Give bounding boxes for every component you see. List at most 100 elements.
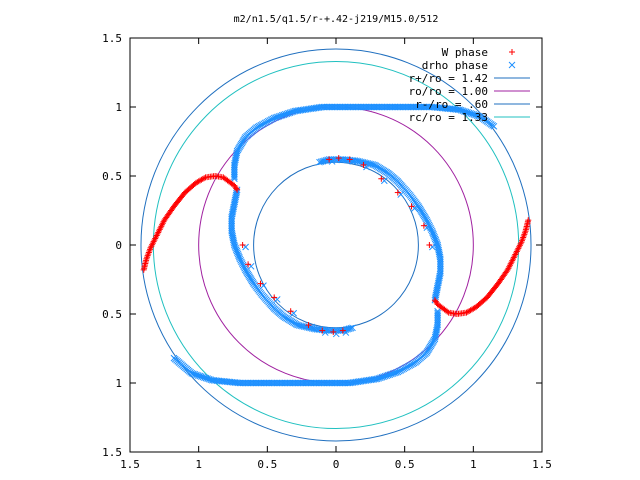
marker-stroke	[233, 247, 241, 255]
marker-stroke	[341, 379, 349, 387]
marker-stroke	[378, 103, 386, 111]
marker-stroke	[411, 103, 418, 111]
marker-stroke	[468, 110, 476, 118]
legend-marker	[509, 49, 515, 55]
w-point	[319, 327, 326, 334]
drho-point	[289, 379, 297, 387]
marker-stroke	[229, 233, 237, 240]
marker-stroke	[322, 326, 330, 334]
marker-stroke	[347, 324, 355, 332]
marker-stroke	[409, 103, 417, 111]
drho-point	[428, 227, 436, 235]
drho-point	[288, 379, 295, 387]
w-point	[326, 156, 333, 163]
legend-label: drho phase	[422, 59, 488, 72]
marker-stroke	[209, 376, 216, 384]
drho-point	[275, 379, 282, 387]
marker-stroke	[431, 233, 438, 241]
drho-point	[346, 103, 354, 111]
marker-stroke	[296, 379, 304, 387]
marker-stroke	[331, 103, 339, 111]
marker-stroke	[309, 379, 316, 387]
drho-point	[368, 103, 376, 111]
drho-point	[381, 103, 389, 111]
marker-stroke	[435, 248, 443, 256]
marker-stroke	[420, 103, 428, 111]
drho-point	[309, 379, 316, 387]
marker-stroke	[284, 379, 292, 387]
marker-stroke	[338, 379, 346, 387]
marker-stroke	[312, 379, 320, 387]
marker-stroke	[229, 234, 237, 242]
marker-stroke	[283, 379, 291, 387]
drho-point	[383, 103, 391, 111]
drho-point	[341, 103, 349, 111]
marker-stroke	[317, 158, 325, 166]
marker-stroke	[321, 329, 329, 336]
marker-stroke	[434, 245, 442, 252]
marker-stroke	[343, 379, 350, 387]
marker-stroke	[235, 252, 242, 260]
drho-point	[263, 379, 271, 387]
circle-ro-ro-1-00	[198, 106, 474, 384]
marker-stroke	[260, 379, 268, 387]
marker-stroke	[239, 261, 247, 269]
drho-point	[316, 158, 323, 166]
drho-point	[349, 324, 356, 332]
drho-point	[377, 103, 384, 111]
w-point	[245, 261, 252, 268]
marker-stroke	[490, 122, 498, 130]
marker-stroke	[257, 379, 265, 387]
drho-point	[338, 103, 346, 111]
w-point	[257, 280, 264, 287]
drho-point	[330, 379, 337, 387]
drho-point	[170, 354, 178, 362]
marker-stroke	[252, 379, 260, 387]
marker-stroke	[508, 61, 516, 69]
marker-stroke	[254, 379, 261, 387]
marker-stroke	[307, 379, 315, 387]
marker-stroke	[290, 309, 298, 317]
marker-stroke	[265, 379, 273, 387]
marker-stroke	[375, 103, 383, 111]
drho-point	[312, 379, 320, 387]
marker-stroke	[341, 103, 349, 111]
marker-stroke	[370, 103, 378, 111]
drho-point	[401, 103, 409, 111]
drho-point	[272, 379, 279, 387]
marker-stroke	[336, 103, 344, 111]
marker-stroke	[457, 106, 465, 114]
marker-stroke	[368, 103, 376, 111]
marker-stroke	[404, 103, 412, 111]
marker-stroke	[402, 103, 410, 111]
drho-point	[326, 379, 334, 387]
drho-point	[238, 260, 246, 267]
drho-point	[396, 103, 404, 111]
drho-point	[325, 103, 333, 111]
legend-label: r+/ro = 1.42	[409, 72, 488, 85]
drho-point	[320, 103, 328, 111]
marker-stroke	[344, 103, 352, 111]
drho-point	[273, 379, 281, 387]
marker-stroke	[263, 379, 271, 387]
marker-stroke	[288, 379, 295, 387]
drho-point	[251, 379, 258, 387]
y-tick-label: 1.5	[102, 446, 122, 459]
drho-point	[420, 103, 428, 111]
drho-point	[490, 122, 498, 130]
legend-label: rc/ro = 1.33	[409, 111, 488, 124]
marker-stroke	[470, 111, 478, 118]
drho-point	[347, 103, 355, 111]
drho-point	[323, 379, 331, 387]
drho-point	[351, 103, 358, 111]
marker-stroke	[201, 374, 208, 381]
marker-stroke	[335, 379, 342, 387]
marker-stroke	[230, 239, 238, 247]
circle-r-ro-1-42	[140, 48, 532, 442]
marker-stroke	[297, 379, 305, 387]
marker-stroke	[422, 103, 430, 111]
drho-point	[241, 379, 249, 387]
drho-point	[419, 103, 426, 111]
drho-point	[242, 379, 250, 387]
marker-stroke	[301, 379, 308, 387]
